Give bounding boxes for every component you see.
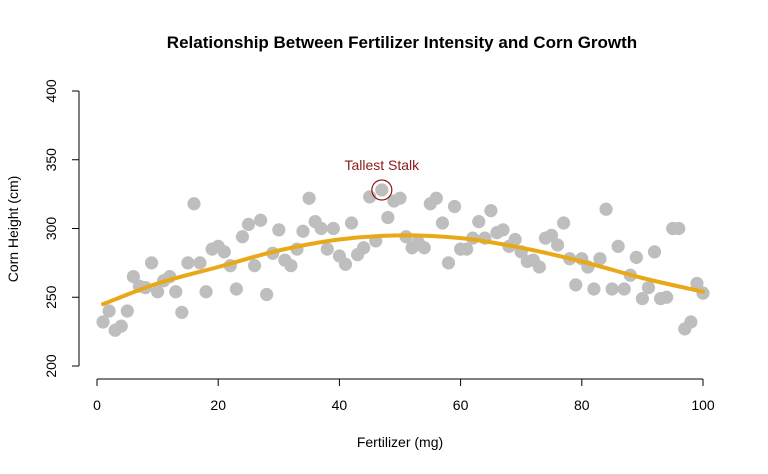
data-point [484,204,498,218]
data-point [635,292,650,306]
data-point [611,239,625,253]
data-point [593,252,607,266]
x-tick-label: 40 [332,397,348,413]
data-point [617,282,631,296]
data-point [569,278,583,292]
x-tick-label: 60 [453,397,469,413]
y-axis: 200 250 300 350 400 [43,79,80,378]
data-point [272,223,286,237]
data-point [375,183,389,197]
data-point [381,210,395,225]
data-point [254,213,268,227]
data-point [672,221,686,236]
data-point [193,256,207,270]
x-tick-label: 80 [574,397,590,413]
data-point [660,290,674,304]
data-point [320,242,334,256]
data-point [557,216,571,230]
y-tick-label: 300 [43,217,59,241]
data-point [181,256,195,270]
data-point [550,238,565,252]
data-point [447,199,462,214]
y-axis-label: Corn Height (cm) [5,176,21,283]
data-point [344,216,359,230]
data-point [284,259,298,273]
y-tick-label: 250 [43,285,59,309]
data-point [338,257,353,271]
y-tick-label: 200 [43,354,59,378]
data-point [229,282,243,296]
chart-title: Relationship Between Fertilizer Intensit… [167,33,637,52]
data-point [460,242,474,256]
y-tick-label: 400 [43,79,59,103]
data-point [357,241,371,255]
data-point [126,270,140,284]
data-point [235,230,250,244]
data-point [151,285,165,299]
data-point [496,223,510,237]
data-point [429,191,443,205]
data-point [629,250,643,264]
data-point [690,276,704,291]
data-point [260,287,274,302]
data-point [605,282,619,296]
x-tick-label: 100 [691,397,715,413]
data-point [417,241,431,255]
data-point [169,285,183,299]
data-point [441,256,456,270]
data-point [314,221,328,236]
data-point [120,304,134,318]
data-points [96,183,710,337]
data-point [647,245,662,259]
data-point [684,315,698,329]
annotation-highlight-circle [371,179,393,201]
y-tick-label: 350 [43,148,59,172]
data-point [393,191,407,205]
data-point [599,202,613,216]
data-point [217,245,231,259]
x-tick-label: 20 [210,397,226,413]
data-point [199,285,213,299]
trend-line [101,233,705,307]
x-tick-label: 0 [93,397,101,413]
data-point [144,256,159,270]
data-point [435,216,450,230]
data-point [241,217,256,231]
x-axis: 0 20 40 60 80 100 [93,378,715,413]
data-point [641,281,656,295]
data-point [302,191,316,205]
x-axis-label: Fertilizer (mg) [357,434,443,450]
data-point [508,232,522,247]
data-point [175,305,189,319]
data-point [544,228,559,242]
data-point [296,224,310,238]
data-point [587,282,601,296]
annotation-label: Tallest Stalk [344,157,420,173]
data-point [472,215,486,229]
data-point [326,221,340,236]
data-point [187,197,201,211]
data-point [532,260,546,274]
data-point [96,315,110,329]
data-point [247,259,262,273]
annotation: Tallest Stalk [344,157,420,201]
data-point [114,319,128,333]
data-point [102,304,116,318]
